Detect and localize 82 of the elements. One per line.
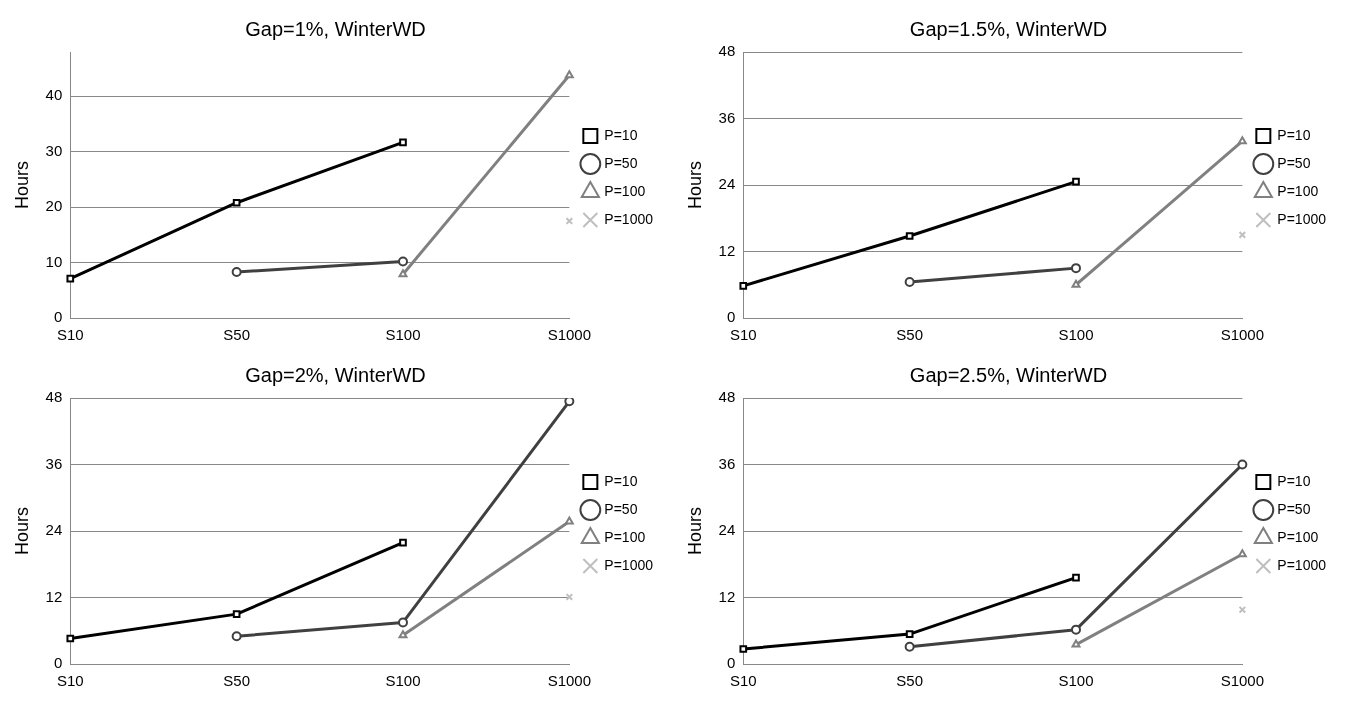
y-tick-label: 0 — [53, 308, 63, 326]
chart-title: Gap=1.5%, WinterWD — [909, 17, 1108, 40]
point — [231, 631, 242, 642]
legend-label: P=100 — [1277, 528, 1319, 545]
point — [1070, 624, 1081, 635]
x-tick-label: S10 — [729, 326, 757, 344]
point — [564, 398, 575, 407]
legend-label: P=10 — [1277, 472, 1311, 489]
y-tick-label: 36 — [45, 454, 63, 472]
point — [1070, 263, 1081, 274]
y-axis-title: Hours — [684, 506, 705, 556]
legend-label: P=1000 — [604, 210, 654, 227]
legend-label: P=10 — [1277, 126, 1311, 143]
legend-label: P=50 — [604, 154, 638, 171]
y-tick-label: 12 — [45, 587, 63, 605]
x-tick-label: S100 — [1058, 326, 1094, 344]
legend-label: P=100 — [604, 182, 646, 199]
point — [1237, 459, 1248, 470]
y-tick-label: 0 — [53, 654, 63, 672]
x-tick-label: S1000 — [547, 326, 592, 344]
y-tick-label: 10 — [45, 252, 63, 270]
y-tick-label: 48 — [718, 42, 736, 60]
y-tick-label: 30 — [45, 141, 63, 159]
y-axis-title: Hours — [11, 506, 32, 556]
y-tick-label: 0 — [726, 654, 736, 672]
point — [232, 610, 241, 618]
chart-title: Gap=2%, WinterWD — [245, 363, 426, 386]
legend-label: P=100 — [604, 528, 646, 545]
y-tick-label: 24 — [45, 521, 63, 539]
legend-label: P=50 — [604, 500, 638, 517]
x-tick-label: S10 — [56, 326, 84, 344]
x-tick-label: S1000 — [1220, 672, 1265, 690]
legend-label: P=1000 — [604, 556, 654, 573]
chart-title: Gap=1%, WinterWD — [245, 17, 426, 40]
legend-label: P=1000 — [1277, 210, 1327, 227]
y-tick-label: 0 — [726, 308, 736, 326]
y-tick-label: 12 — [718, 587, 736, 605]
y-tick-label: 12 — [718, 241, 736, 259]
point — [905, 232, 914, 240]
x-tick-label: S50 — [223, 326, 250, 344]
point — [399, 538, 407, 547]
point — [1072, 177, 1080, 186]
point — [1072, 573, 1080, 582]
y-tick-label: 24 — [718, 521, 736, 539]
legend-label: P=100 — [1277, 182, 1319, 199]
y-tick-label: 48 — [45, 388, 63, 406]
x-tick-label: S1000 — [547, 672, 592, 690]
point — [905, 630, 914, 638]
x-tick-label: S100 — [385, 326, 421, 344]
x-tick-label: S50 — [223, 672, 250, 690]
legend-label: P=50 — [1277, 154, 1311, 171]
y-tick-label: 40 — [45, 86, 63, 104]
y-tick-label: 48 — [718, 388, 736, 406]
x-tick-label: S100 — [1058, 672, 1094, 690]
point — [397, 256, 408, 267]
point — [231, 267, 242, 277]
legend-label: P=50 — [1277, 500, 1311, 517]
x-tick-label: S1000 — [1220, 326, 1265, 344]
point — [399, 138, 407, 147]
chart-title: Gap=2.5%, WinterWD — [909, 363, 1108, 386]
point — [904, 276, 915, 287]
x-tick-label: S50 — [896, 326, 923, 344]
legend-label: P=10 — [604, 472, 638, 489]
point — [739, 645, 748, 653]
y-axis-title: Hours — [11, 160, 32, 210]
legend-label: P=1000 — [1277, 556, 1327, 573]
y-tick-label: 24 — [718, 175, 736, 193]
x-tick-label: S10 — [56, 672, 84, 690]
point — [66, 274, 75, 283]
legend-label: P=10 — [604, 126, 638, 143]
y-tick-label: 36 — [718, 454, 736, 472]
point — [232, 198, 241, 207]
x-tick-label: S100 — [385, 672, 421, 690]
y-tick-label: 36 — [718, 108, 736, 126]
y-axis-title: Hours — [684, 160, 705, 210]
point — [739, 282, 748, 290]
point — [397, 617, 408, 628]
x-tick-label: S10 — [729, 672, 757, 690]
y-tick-label: 20 — [45, 197, 63, 215]
x-tick-label: S50 — [896, 672, 923, 690]
point — [66, 634, 75, 643]
point — [904, 641, 915, 652]
